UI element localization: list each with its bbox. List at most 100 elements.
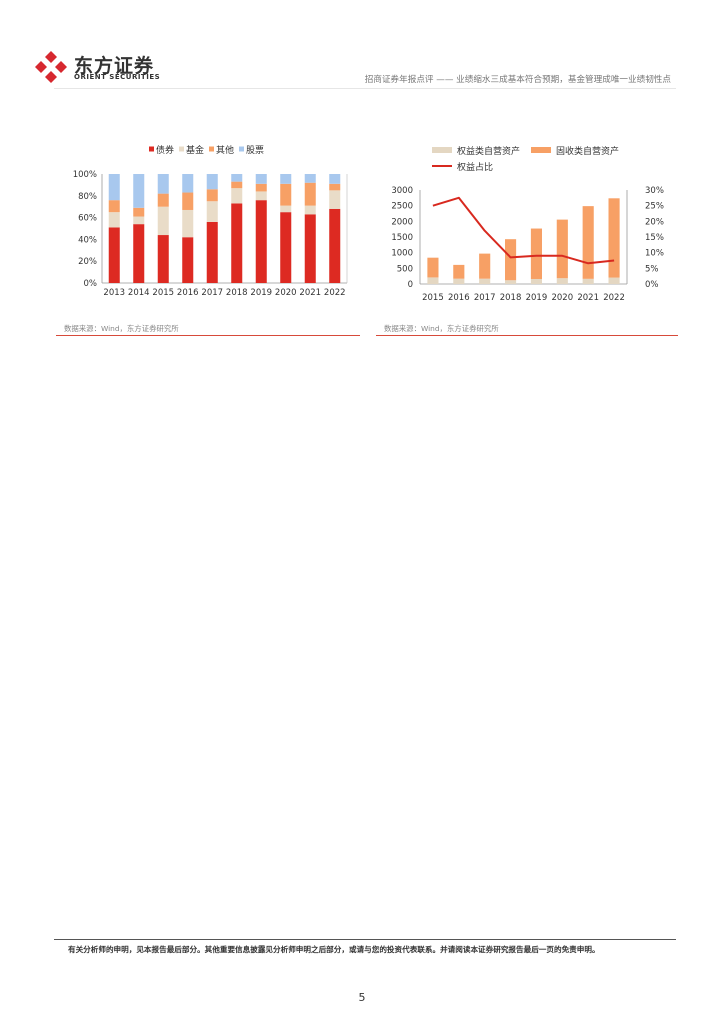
report-header-title: 招商证券年报点评 —— 业绩缩水三成基本符合预期，基金管理成唯一业绩韧性点 <box>364 75 671 85</box>
legend-label-equity-asset: 权益类自营资产 <box>457 145 520 157</box>
legend-swatch-3 <box>239 146 244 152</box>
bar-其他-2016 <box>182 192 194 210</box>
x-tick-label: 2020 <box>275 288 297 298</box>
logo: 东方证券 ORIENT SECURITIES <box>34 50 164 84</box>
bar-股票-2017 <box>206 174 218 190</box>
legend-swatch-fixed-asset <box>531 147 551 153</box>
bar-基金-2019 <box>255 191 267 201</box>
x-tick-label: 2015 <box>152 288 174 298</box>
holdings-structure-chart-svg: 债券 基金 其他 股票0%20%40%60%80%100%2013 2014 2015 20… <box>73 144 348 298</box>
x-tick-label: 2019 <box>250 288 272 298</box>
bar-权益类自营资产-2017 <box>479 278 491 284</box>
bar-权益类自营资产-2022 <box>608 277 620 284</box>
y-tick-label: 40% <box>78 235 97 245</box>
y-tick-label: 20% <box>78 257 97 267</box>
bar-权益类自营资产-2016 <box>453 278 465 284</box>
bar-权益类自营资产-2015 <box>427 277 439 284</box>
y-right-tick-label: 15% <box>645 233 664 243</box>
x-tick-label: 2013 <box>103 288 125 298</box>
bar-股票-2015 <box>157 174 169 194</box>
bar-其他-2017 <box>206 189 218 202</box>
chart1-source-rule <box>56 335 360 336</box>
legend-label-1: 基金 <box>186 144 204 156</box>
bar-权益类自营资产-2021 <box>582 278 594 284</box>
bar-基金-2020 <box>280 205 292 213</box>
chart1-source: 数据来源：Wind，东方证券研究所 <box>64 324 179 333</box>
legend-label-0: 债券 <box>156 144 174 156</box>
bar-基金-2022 <box>329 190 341 209</box>
orient-securities-logo-icon <box>35 51 67 83</box>
y-right-tick-label: 25% <box>645 202 664 212</box>
header-divider <box>54 88 676 89</box>
legend-swatch-0 <box>149 146 154 152</box>
y-right-tick-label: 0% <box>645 280 659 290</box>
y-right-tick-label: 30% <box>645 186 664 196</box>
y-tick-label: 0% <box>84 279 98 289</box>
x-tick-label: 2014 <box>128 288 150 298</box>
legend-swatch-equity-asset <box>432 147 452 153</box>
bar-债券-2020 <box>280 212 292 283</box>
bar-股票-2020 <box>280 174 292 184</box>
bar-固收类自营资产-2017 <box>479 253 491 279</box>
bar-股票-2019 <box>255 174 267 184</box>
y-left-tick-label: 0 <box>408 280 413 290</box>
bar-其他-2015 <box>157 193 169 207</box>
x-tick-label: 2017 <box>201 288 223 298</box>
bar-权益类自营资产-2019 <box>530 278 543 284</box>
x-tick-label: 2022 <box>603 293 625 303</box>
bar-债券-2018 <box>231 203 243 283</box>
page-number: 5 <box>358 991 366 1004</box>
bar-基金-2016 <box>182 209 194 238</box>
bar-固收类自营资产-2018 <box>504 239 517 281</box>
bar-其他-2022 <box>329 183 341 191</box>
bar-固收类自营资产-2015 <box>427 257 439 278</box>
y-left-tick-label: 2000 <box>391 217 413 227</box>
bar-股票-2013 <box>108 174 120 201</box>
legend-swatch-1 <box>179 146 184 152</box>
bar-基金-2018 <box>231 188 243 204</box>
bar-债券-2013 <box>108 227 120 283</box>
bar-固收类自营资产-2016 <box>453 264 465 279</box>
holdings-structure-chart: 债券 基金 其他 股票 0% 20% 40% 60% 80% 100% 2013 2014 2015 20… <box>62 140 362 310</box>
bar-基金-2021 <box>304 205 316 215</box>
bar-债券-2021 <box>304 214 316 283</box>
bar-权益类自营资产-2018 <box>504 280 517 284</box>
y-tick-label: 100% <box>73 170 97 180</box>
y-tick-label: 60% <box>78 214 97 224</box>
x-tick-label: 2016 <box>177 288 199 298</box>
legend-label-2: 其他 <box>216 144 234 156</box>
logo-text-en: ORIENT SECURITIES <box>74 73 161 81</box>
bar-权益类自营资产-2020 <box>556 278 568 284</box>
x-tick-label: 2015 <box>422 293 444 303</box>
bar-债券-2014 <box>133 224 145 283</box>
legend-label-equity-ratio: 权益占比 <box>457 161 493 173</box>
footer-divider <box>54 939 676 940</box>
legend-label-3: 股票 <box>246 145 264 156</box>
y-left-tick-label: 1500 <box>391 233 413 243</box>
x-tick-label: 2020 <box>551 293 573 303</box>
y-left-tick-label: 500 <box>397 264 413 274</box>
bar-其他-2020 <box>280 183 292 206</box>
chart2-source: 数据来源：Wind，东方证券研究所 <box>384 324 499 333</box>
footer-disclaimer: 有关分析师的申明，见本报告最后部分。其他重要信息披露见分析师申明之后部分，或请与… <box>68 945 600 954</box>
x-tick-label: 2018 <box>500 293 522 303</box>
x-tick-label: 2022 <box>324 288 346 298</box>
bar-其他-2019 <box>255 183 267 192</box>
bar-固收类自营资产-2022 <box>608 198 620 278</box>
x-tick-label: 2017 <box>474 293 496 303</box>
y-right-tick-label: 10% <box>645 249 664 259</box>
y-tick-label: 80% <box>78 192 97 202</box>
equity-ratio-line <box>432 196 615 265</box>
proprietary-assets-chart: 权益类自营资产 固收类自营资产 权益占比 0 500 1000 1500 2000 2500 30… <box>384 140 684 310</box>
x-tick-label: 2016 <box>448 293 470 303</box>
x-tick-label: 2019 <box>526 293 548 303</box>
bar-基金-2015 <box>157 206 169 236</box>
bar-债券-2017 <box>206 221 218 283</box>
bar-其他-2021 <box>304 182 316 206</box>
bar-债券-2022 <box>329 208 341 283</box>
chart2-source-rule <box>376 335 678 336</box>
x-tick-label: 2021 <box>577 293 599 303</box>
logo-text-cn: 东方证券 <box>74 55 155 77</box>
x-tick-label: 2021 <box>299 288 321 298</box>
